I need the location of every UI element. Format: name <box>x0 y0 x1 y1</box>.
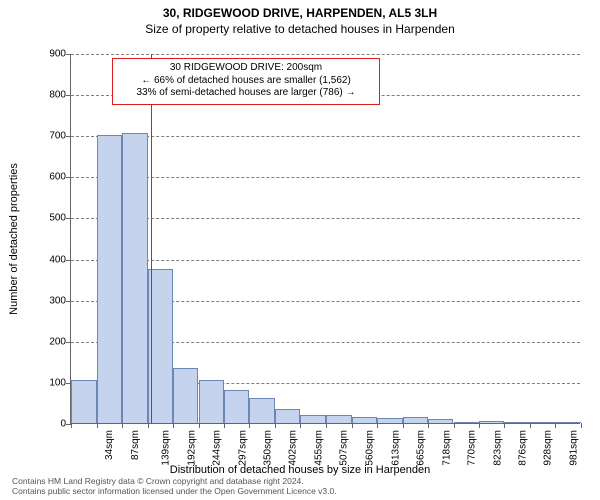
histogram-bar <box>275 409 300 423</box>
histogram-bar <box>377 418 403 423</box>
x-tick-mark <box>173 423 174 428</box>
x-axis-label: Distribution of detached houses by size … <box>0 464 600 476</box>
y-tick-labels: 0100200300400500600700800900 <box>24 54 70 424</box>
x-tick-mark <box>403 423 404 428</box>
x-tick-label: 560sqm <box>365 430 376 466</box>
x-tick-label: 770sqm <box>466 430 477 466</box>
x-tick-label: 139sqm <box>160 430 171 466</box>
info-box-line: 30 RIDGEWOOD DRIVE: 200sqm <box>121 62 371 75</box>
x-tick-label: 876sqm <box>518 430 529 466</box>
y-tick-mark <box>66 301 71 302</box>
x-tick-label: 34sqm <box>104 430 115 460</box>
histogram-bar <box>555 422 581 423</box>
x-tick-mark <box>148 423 149 428</box>
y-tick-mark <box>66 260 71 261</box>
y-tick-label: 500 <box>26 213 66 224</box>
y-axis-label: Number of detached properties <box>8 163 20 315</box>
x-tick-mark <box>300 423 301 428</box>
y-tick-label: 100 <box>26 377 66 388</box>
histogram-bar <box>249 398 275 423</box>
x-tick-label: 823sqm <box>492 430 503 466</box>
x-tick-label: 613sqm <box>390 430 401 466</box>
x-tick-mark <box>97 423 98 428</box>
y-tick-mark <box>66 54 71 55</box>
histogram-bar <box>428 419 454 423</box>
histogram-bar <box>224 390 249 423</box>
y-tick-label: 900 <box>26 49 66 60</box>
histogram-plot: 34sqm87sqm139sqm192sqm244sqm297sqm350sqm… <box>70 54 580 424</box>
info-box: 30 RIDGEWOOD DRIVE: 200sqm← 66% of detac… <box>112 58 380 105</box>
y-tick-mark <box>66 136 71 137</box>
info-box-line: ← 66% of detached houses are smaller (1,… <box>121 75 371 88</box>
x-tick-label: 350sqm <box>263 430 274 466</box>
x-tick-mark <box>555 423 556 428</box>
x-tick-mark <box>352 423 353 428</box>
y-tick-label: 600 <box>26 172 66 183</box>
x-tick-mark <box>530 423 531 428</box>
y-tick-mark <box>66 177 71 178</box>
x-tick-label: 507sqm <box>339 430 350 466</box>
footer-line-1: Contains HM Land Registry data © Crown c… <box>12 476 337 486</box>
x-tick-label: 244sqm <box>211 430 222 466</box>
histogram-bar <box>352 417 377 423</box>
grid-line <box>71 54 580 55</box>
histogram-bar <box>403 417 428 423</box>
histogram-bar <box>530 422 555 423</box>
y-tick-mark <box>66 95 71 96</box>
x-tick-mark <box>199 423 200 428</box>
x-tick-label: 192sqm <box>186 430 197 466</box>
y-tick-label: 800 <box>26 90 66 101</box>
y-tick-label: 400 <box>26 254 66 265</box>
page-title: 30, RIDGEWOOD DRIVE, HARPENDEN, AL5 3LH <box>0 0 600 20</box>
x-tick-label: 718sqm <box>441 430 452 466</box>
x-tick-mark <box>479 423 480 428</box>
histogram-bar <box>479 421 504 423</box>
page-subtitle: Size of property relative to detached ho… <box>0 20 600 36</box>
x-tick-label: 297sqm <box>237 430 248 466</box>
x-tick-label: 87sqm <box>130 430 141 460</box>
reference-line <box>151 54 152 423</box>
footer-attribution: Contains HM Land Registry data © Crown c… <box>12 476 337 496</box>
info-box-line: 33% of semi-detached houses are larger (… <box>121 87 371 100</box>
x-tick-mark <box>224 423 225 428</box>
histogram-bar <box>326 415 352 423</box>
x-tick-mark <box>504 423 505 428</box>
x-tick-mark <box>249 423 250 428</box>
histogram-bar <box>122 133 148 423</box>
x-tick-label: 665sqm <box>415 430 426 466</box>
x-tick-mark <box>275 423 276 428</box>
y-tick-label: 300 <box>26 295 66 306</box>
histogram-bar <box>504 422 530 423</box>
x-tick-mark <box>428 423 429 428</box>
footer-line-2: Contains public sector information licen… <box>12 486 337 496</box>
x-tick-mark <box>581 423 582 428</box>
histogram-bar <box>300 415 326 423</box>
x-tick-label: 981sqm <box>569 430 580 466</box>
x-tick-label: 402sqm <box>288 430 299 466</box>
y-tick-label: 200 <box>26 336 66 347</box>
histogram-bar <box>199 380 225 423</box>
y-tick-mark <box>66 218 71 219</box>
x-tick-label: 455sqm <box>314 430 325 466</box>
x-tick-mark <box>122 423 123 428</box>
x-tick-mark <box>326 423 327 428</box>
histogram-bar <box>97 135 122 423</box>
x-tick-label: 928sqm <box>543 430 554 466</box>
histogram-bar <box>71 380 97 423</box>
x-tick-mark <box>454 423 455 428</box>
y-tick-label: 0 <box>26 419 66 430</box>
histogram-bar <box>173 368 199 424</box>
histogram-bar <box>454 422 480 423</box>
x-tick-mark <box>71 423 72 428</box>
x-tick-mark <box>377 423 378 428</box>
y-tick-mark <box>66 342 71 343</box>
y-tick-label: 700 <box>26 131 66 142</box>
